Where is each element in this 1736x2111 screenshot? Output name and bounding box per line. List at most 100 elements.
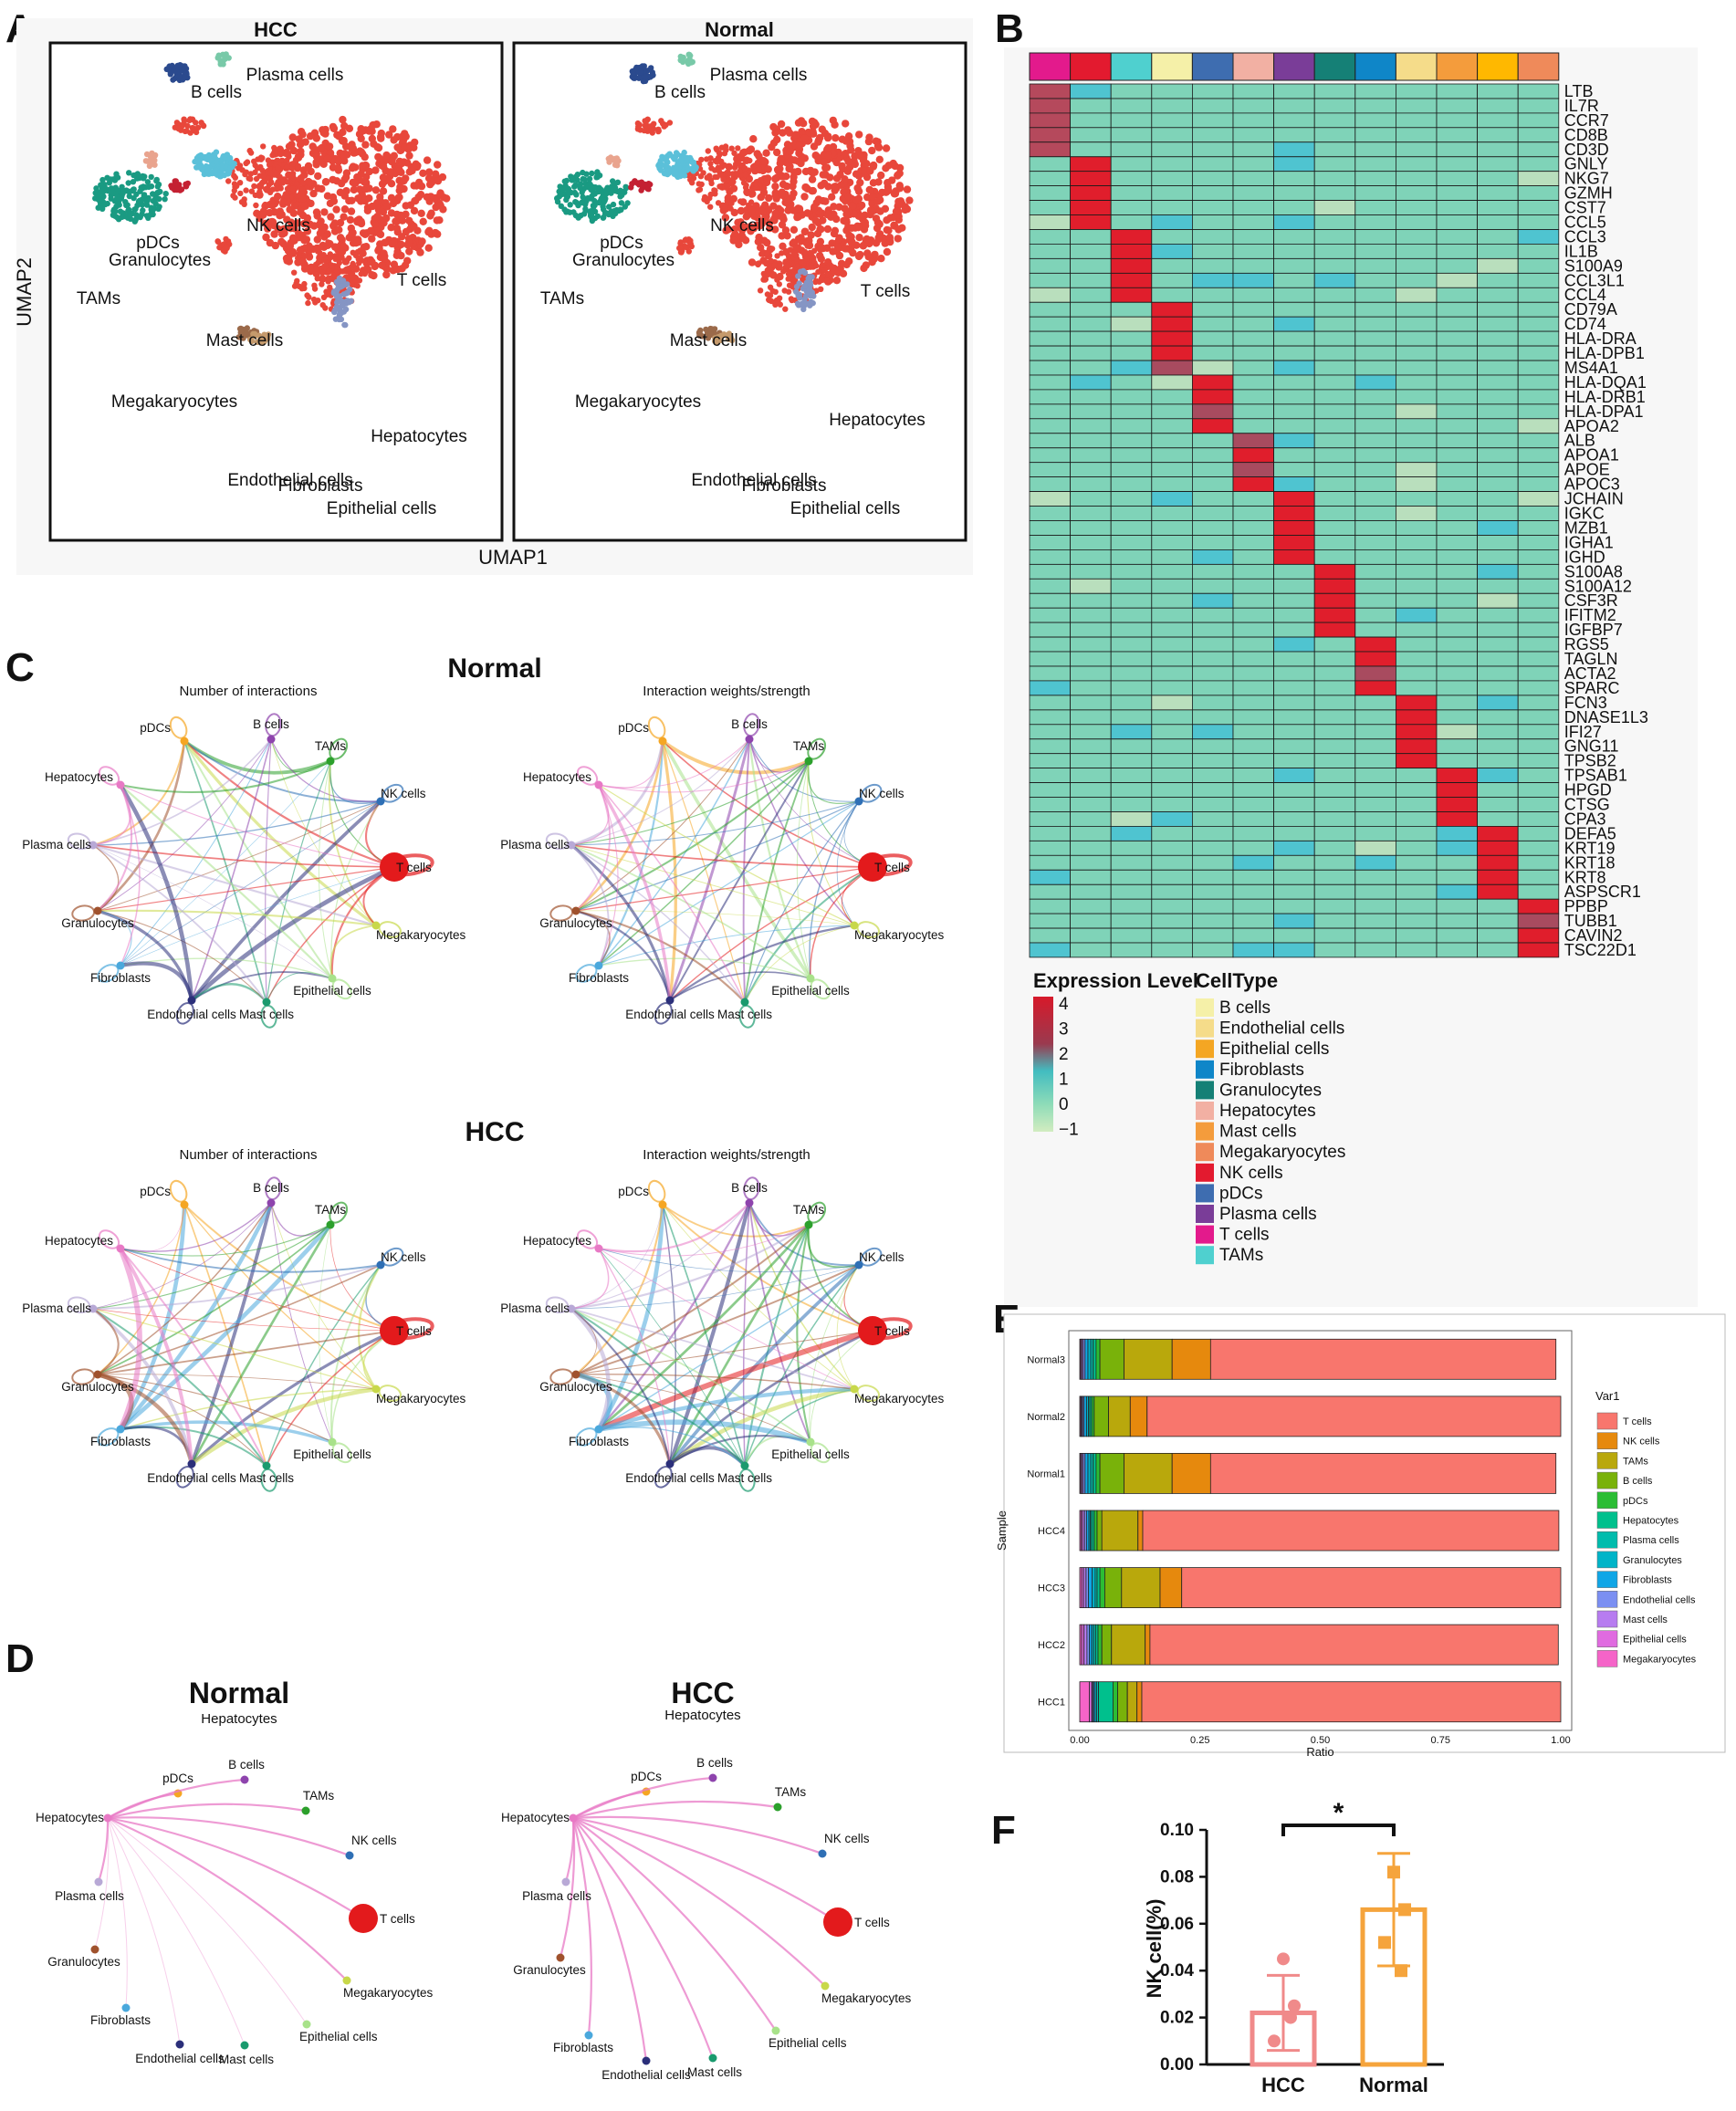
umap-point [433,216,441,225]
network-edge [266,1264,382,1467]
umap-point [334,286,340,293]
umap-point [269,186,277,193]
umap-point [801,283,808,289]
heatmap-cell [1354,229,1396,245]
umap-point [330,219,340,227]
umap-point [748,258,757,266]
umap-point [698,156,705,163]
umap-point [716,150,722,156]
network-node [858,1316,887,1345]
umap-point [800,134,809,142]
heatmap-cell [1151,622,1193,638]
heatmap-cell [1517,753,1560,769]
umap-point [841,245,850,253]
umap-point [425,168,434,176]
heatmap-cell [1436,200,1478,215]
umap-point [359,257,365,264]
heatmap-cell [1354,665,1396,682]
panel-c: C Normal HCC Number of interactions Inte… [5,645,945,1492]
heatmap-cell [1517,345,1560,361]
heatmap-cell [1477,360,1519,376]
heatmap-cell [1192,476,1234,492]
heatmap-cell [1273,753,1315,769]
stacked-legend-swatch [1596,1571,1618,1588]
heatmap-cell [1396,942,1438,958]
network-edge [669,971,811,1001]
heatmap-cell [1396,403,1438,420]
heatmap-cell [1151,98,1193,114]
hep-network-node [773,1803,782,1812]
heatmap-cell [1029,360,1071,376]
umap-point [432,170,440,178]
umap-point [436,189,444,197]
heatmap-cell [1151,418,1193,434]
network-node-label: TAMs [793,739,824,753]
network-node [804,1220,813,1229]
heatmap-cell [1070,214,1112,230]
umap-point [831,183,839,191]
umap-point [764,291,771,298]
heatmap-cell [1313,272,1356,288]
heatmap-cell [1313,316,1356,332]
umap-point [413,182,421,190]
stacked-legend-label: NK cells [1623,1437,1660,1447]
heatmap-cell [1517,898,1560,914]
heatmap-cell [1517,811,1560,827]
umap-point [848,224,856,232]
umap-point [225,55,232,61]
umap-point [138,184,144,191]
heatmap-cell [1232,200,1274,215]
umap-point [826,173,834,182]
umap-point [324,291,330,298]
network-node-label: NK cells [381,1250,426,1264]
network-edge [190,1329,395,1466]
umap-point [350,249,356,256]
heatmap-cell [1192,200,1234,215]
umap-point [628,184,634,191]
umap-point [695,329,703,336]
heatmap-cell [1192,506,1234,521]
umap-point [336,259,342,266]
heatmap-gene-label: HLA-DPB1 [1564,344,1645,362]
heatmap-cell [1232,636,1274,653]
umap-point [667,152,674,159]
umap-point [312,161,320,169]
f-data-point [1387,1865,1400,1879]
umap-facet-hcc [48,41,504,542]
network-node [658,737,667,746]
heatmap-cell [1151,535,1193,550]
heatmap-cell [1110,447,1153,464]
umap-point [868,146,876,155]
umap-point [705,329,711,336]
heatmap-cell [1354,564,1396,580]
heatmap-cell [1436,418,1478,434]
heatmap-cell [1354,709,1396,726]
network-edge [183,740,395,869]
hep-network-edge [572,1790,647,1819]
umap-point [418,237,426,246]
heatmap-cell [1273,549,1315,565]
umap-point [804,300,810,308]
hep-network-node-label: pDCs [631,1770,662,1783]
heatmap-cell [1396,898,1438,914]
heatmap-cell [1477,738,1519,755]
network-edge [808,1224,873,1332]
umap-point [882,164,890,172]
heatmap-cell [1354,854,1396,871]
heatmap-cell [1110,841,1153,856]
umap-ylabel: UMAP2 [13,257,36,327]
hep-network-edge [571,1817,592,2036]
umap-point [742,172,749,178]
heatmap-cell [1232,869,1274,885]
umap-point [204,154,212,161]
celltype-legend-swatch [1196,1102,1214,1120]
heatmap-cell [1313,141,1356,158]
heatmap-cell [1517,607,1560,623]
umap-point [690,168,696,174]
hep-network-edge [107,1817,246,2046]
umap-point [903,185,912,193]
heatmap-cell [1477,229,1519,245]
hep-network-node-label: Plasma cells [55,1889,124,1903]
umap-point [758,207,767,216]
